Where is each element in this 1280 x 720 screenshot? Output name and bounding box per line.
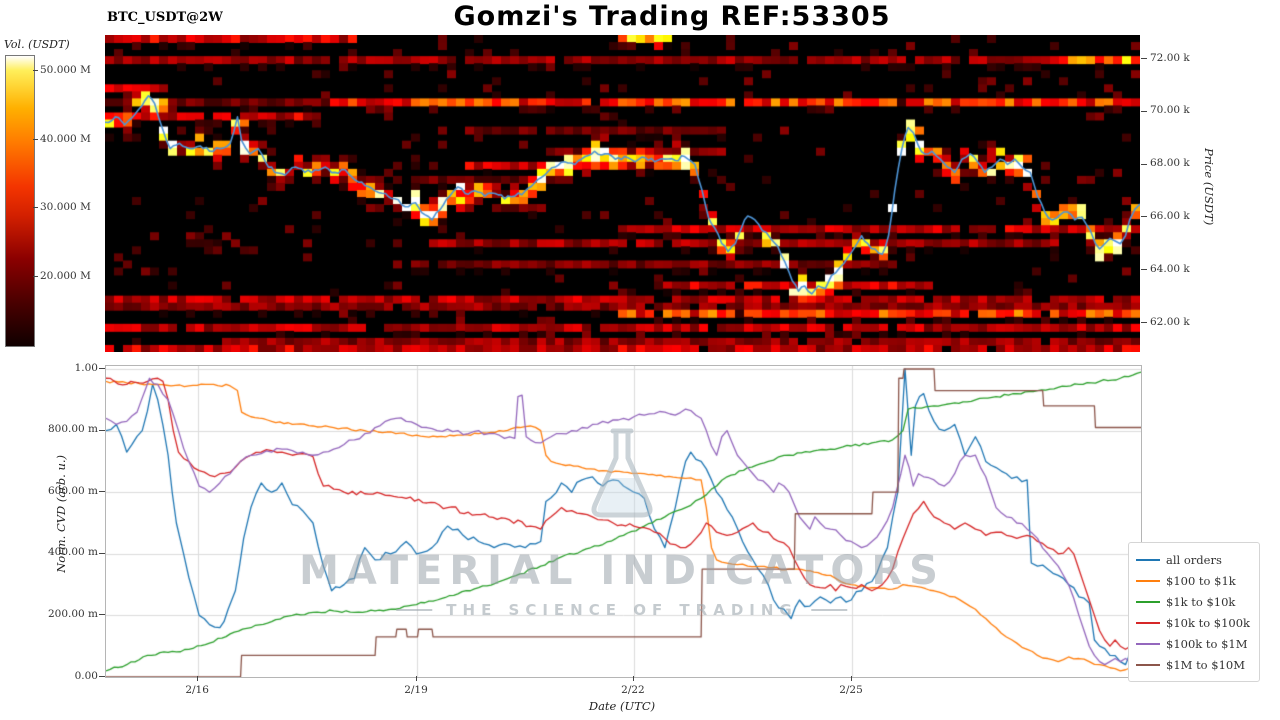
colorbar-tick-mark	[33, 138, 38, 140]
legend-line-sample	[1136, 621, 1160, 624]
legend-line-sample	[1136, 642, 1160, 645]
price-tick-mark	[1141, 58, 1147, 59]
legend-item[interactable]: $1k to $10k	[1136, 591, 1250, 612]
legend-label: $10k to $100k	[1166, 615, 1251, 630]
symbol-label: BTC_USDT@2W	[107, 10, 223, 25]
price-tick-mark	[1141, 110, 1147, 112]
price-tick-mark	[1141, 322, 1147, 323]
cvd-tick-label: 600.00 m	[47, 484, 98, 497]
cvd-tick-mark	[99, 676, 105, 677]
cvd-tick-label: 800.00 m	[47, 423, 98, 436]
legend-item[interactable]: $1M to $10M	[1136, 654, 1250, 675]
cvd-line-chart[interactable]	[105, 365, 1142, 678]
legend-line-sample	[1136, 579, 1160, 582]
colorbar-tick-mark	[33, 275, 38, 277]
colorbar-label: Vol. (USDT)	[4, 38, 70, 51]
colorbar-tick-label: 30.000 M	[40, 201, 91, 213]
date-tick-label: 2/19	[404, 684, 428, 696]
legend-item[interactable]: $100k to $1M	[1136, 633, 1250, 654]
cvd-tick-label: 1.00	[74, 361, 98, 374]
legend-label: $100k to $1M	[1166, 636, 1248, 651]
cvd-tick-label: 200.00 m	[47, 607, 98, 620]
legend-item[interactable]: $10k to $100k	[1136, 612, 1250, 633]
cvd-tick-mark	[99, 614, 105, 616]
colorbar-tick-mark	[33, 70, 38, 71]
price-tick-label: 62.00 k	[1150, 315, 1190, 328]
legend-line-sample	[1136, 663, 1160, 666]
price-tick-label: 70.00 k	[1150, 104, 1190, 117]
price-tick-label: 68.00 k	[1150, 157, 1190, 170]
legend-label: $100 to $1k	[1166, 573, 1236, 588]
colorbar-tick-label: 50.000 M	[40, 64, 91, 76]
date-tick-label: 2/25	[839, 684, 863, 696]
cvd-tick-label: 0.00	[74, 669, 98, 682]
legend-item[interactable]: $100 to $1k	[1136, 570, 1250, 591]
legend-line-sample	[1136, 600, 1160, 603]
price-tick-mark	[1141, 163, 1147, 165]
date-tick-mark	[197, 676, 199, 681]
cvd-tick-mark	[99, 552, 105, 554]
colorbar-tick-label: 40.000 M	[40, 132, 91, 145]
price-tick-label: 64.00 k	[1150, 262, 1190, 275]
legend-item[interactable]: all orders	[1136, 549, 1250, 570]
date-tick-mark	[632, 676, 634, 681]
legend-label: $1k to $10k	[1166, 594, 1236, 609]
date-tick-mark	[416, 676, 418, 681]
colorbar-tick-mark	[33, 207, 38, 208]
date-tick-label: 2/22	[621, 684, 645, 696]
cvd-tick-mark	[99, 491, 105, 493]
cvd-tick-mark	[99, 368, 105, 369]
legend-line-sample	[1136, 558, 1160, 561]
page-title: Gomzi's Trading REF:53305	[453, 1, 891, 32]
cvd-tick-label: 400.00 m	[47, 546, 98, 559]
volume-colorbar	[5, 55, 35, 347]
cvd-tick-mark	[99, 429, 105, 431]
legend: all orders $100 to $1k $1k to $10k $10k to …	[1128, 542, 1261, 682]
price-axis-label: Price (USDT)	[1202, 148, 1216, 226]
price-tick-label: 72.00 k	[1150, 51, 1190, 64]
date-tick-label: 2/16	[185, 684, 209, 696]
price-tick-mark	[1141, 269, 1147, 271]
legend-label: all orders	[1166, 552, 1222, 567]
price-tick-label: 66.00 k	[1150, 209, 1190, 222]
volume-heatmap-chart[interactable]	[105, 35, 1140, 352]
colorbar-tick-label: 20.000 M	[40, 269, 91, 282]
date-axis-label: Date (UTC)	[588, 699, 656, 713]
price-tick-mark	[1141, 216, 1147, 218]
date-tick-mark	[851, 676, 853, 681]
legend-label: $1M to $10M	[1166, 657, 1245, 672]
